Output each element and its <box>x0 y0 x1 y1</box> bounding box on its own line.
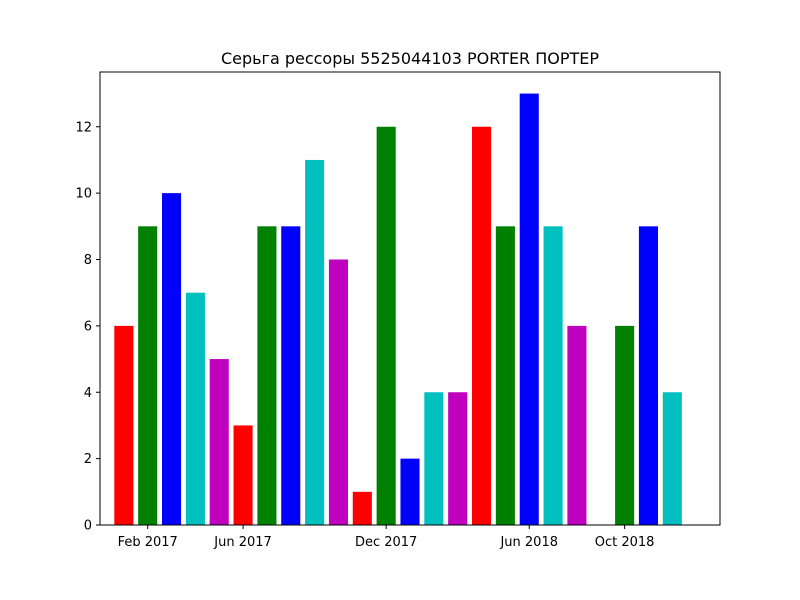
plot-frame <box>99 71 721 526</box>
bar-2017-04 <box>185 292 205 525</box>
bar-2017-01 <box>114 325 134 525</box>
y-tick-label: 12 <box>75 120 92 135</box>
y-tick-label: 0 <box>84 519 92 534</box>
bar-2018-12 <box>662 392 682 525</box>
bar-2017-02 <box>138 226 158 525</box>
bar-2018-08 <box>567 325 587 525</box>
bar-2017-12 <box>376 126 396 525</box>
y-tick-label: 6 <box>84 319 92 334</box>
y-tick-label: 8 <box>84 253 92 268</box>
bar-2018-07 <box>543 226 563 525</box>
x-tick-label: Jun 2017 <box>213 535 272 550</box>
x-tick-label: Oct 2018 <box>595 535 655 550</box>
bar-2017-11 <box>352 491 372 525</box>
x-tick-label: Jun 2018 <box>499 535 558 550</box>
bar-2018-04 <box>472 126 492 525</box>
y-tick-label: 4 <box>84 386 92 401</box>
bar-2017-06 <box>233 425 253 525</box>
bar-2018-05 <box>495 226 515 525</box>
bar-2018-01 <box>400 458 420 525</box>
bar-2017-05 <box>209 359 229 525</box>
bar-2017-08 <box>281 226 301 525</box>
bar-2017-07 <box>257 226 277 525</box>
x-tick-label: Feb 2017 <box>118 535 178 550</box>
y-axis: 0 2 4 6 8 10 12 <box>75 120 100 534</box>
bar-2017-03 <box>162 193 182 525</box>
bar-2017-09 <box>305 159 325 525</box>
bar-2018-06 <box>519 93 539 525</box>
bar-2018-03 <box>448 392 468 525</box>
chart-title: Серьга рессоры 5525044103 PORTER ПОРТЕР <box>221 49 599 68</box>
bar-2018-02 <box>424 392 444 525</box>
x-tick-label: Dec 2017 <box>355 535 417 550</box>
bar-2018-11 <box>638 226 658 525</box>
bar-2018-10 <box>615 325 635 525</box>
y-tick-label: 10 <box>75 187 92 202</box>
y-tick-label: 2 <box>84 452 92 467</box>
x-axis: Feb 2017 Jun 2017 Dec 2017 Jun 2018 Oct 2018 <box>118 525 655 550</box>
bars-group <box>114 93 682 525</box>
bar-2017-10 <box>328 259 348 525</box>
